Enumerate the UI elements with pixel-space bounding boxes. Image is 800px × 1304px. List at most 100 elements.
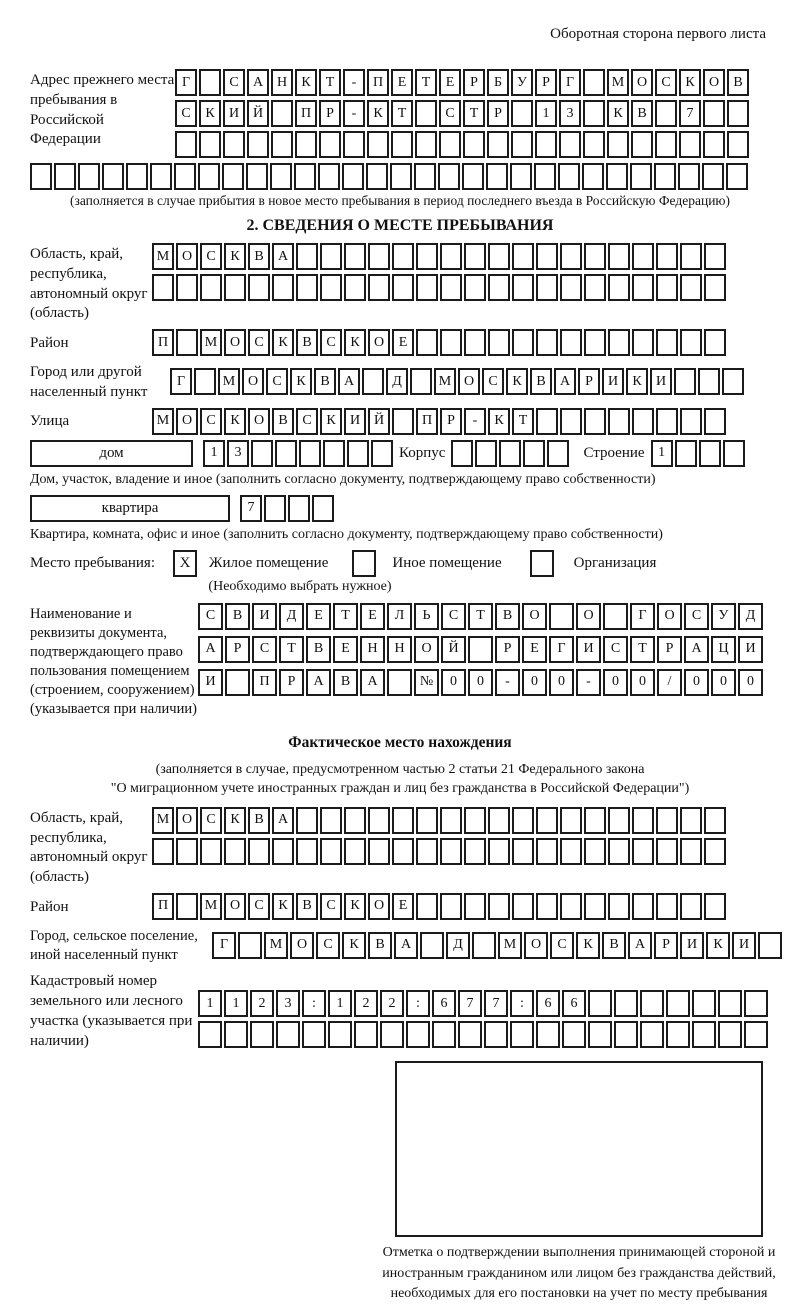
char-cell: Г [559,69,581,96]
char-cell: - [576,668,601,696]
cadastral-block: Кадастровый номер земельного или лесного… [30,970,770,1051]
char-cell: К [488,407,510,435]
char-cell [176,274,198,301]
char-cell [458,1021,482,1049]
stroenie-cells[interactable]: 1 [650,439,745,467]
char-cell [78,163,100,190]
char-cell [468,635,493,663]
char-cell[interactable] [347,439,369,467]
char-cell: Д [279,602,304,630]
char-cell[interactable] [475,439,498,467]
korpus-cells[interactable] [451,439,570,467]
char-cell [680,837,702,865]
char-cell: А [338,368,360,396]
char-cell [656,837,678,865]
apartment-cells[interactable]: 7 [240,494,334,522]
char-cell: К [224,806,246,834]
char-cell[interactable] [312,494,334,522]
char-cell [588,1021,612,1049]
char-cell [512,837,534,865]
char-cell[interactable] [251,439,273,467]
char-cell: К [272,329,294,357]
char-cell: А [272,806,294,834]
checkbox-other-premises[interactable] [352,549,377,577]
char-cell [702,163,724,190]
char-cell [420,931,444,959]
char-cell [744,1021,768,1049]
char-cell[interactable]: 3 [227,439,249,467]
char-cell: С [248,892,270,920]
char-cell: Р [319,100,341,127]
char-cell: В [602,931,626,959]
char-cell[interactable] [299,439,321,467]
char-cell [222,163,244,190]
char-cell: Г [549,635,574,663]
char-cell: 0 [684,668,709,696]
char-cell[interactable] [722,439,745,467]
char-cell[interactable]: 1 [650,439,673,467]
char-cell[interactable] [547,439,570,467]
char-cell[interactable] [523,439,546,467]
char-cell: К [272,892,294,920]
char-cell [440,274,462,301]
char-cell [487,131,509,158]
char-cell: Е [391,69,413,96]
char-cell[interactable]: 1 [203,439,225,467]
document-label: Наименование и реквизиты документа, подт… [30,605,197,718]
char-cell: Д [738,602,763,630]
char-cell[interactable] [371,439,393,467]
page-header: Оборотная сторона первого листа [550,26,766,42]
char-cell [392,837,414,865]
char-cell[interactable] [288,494,310,522]
char-cell [704,407,726,435]
char-cell: 0 [738,668,763,696]
char-cell: С [223,69,245,96]
char-cell[interactable] [499,439,522,467]
char-cell: О [524,931,548,959]
char-cell [320,274,342,301]
char-cell: М [152,407,174,435]
char-cell[interactable]: 7 [240,494,262,522]
char-cell[interactable] [264,494,286,522]
char-cell [656,407,678,435]
char-cell[interactable] [698,439,721,467]
char-cell: № [414,668,439,696]
char-cell [727,131,749,158]
char-cell: 6 [562,990,586,1018]
char-cell [198,1021,222,1049]
char-cell [608,329,630,357]
char-cell [666,1021,690,1049]
char-cell [248,274,270,301]
char-cell: К [295,69,317,96]
char-cell: / [657,668,682,696]
char-cell[interactable] [323,439,345,467]
char-cell[interactable] [674,439,697,467]
char-cell: О [176,243,198,270]
char-cell [415,100,437,127]
char-cell: А [306,668,331,696]
char-cell: В [631,100,653,127]
char-cell [511,100,533,127]
char-cell: М [434,368,456,396]
char-cell [416,329,438,357]
char-cell [488,274,510,301]
checkbox-residential[interactable]: X [173,549,197,577]
char-cell: 2 [380,990,404,1018]
char-cell [632,837,654,865]
char-cell: О [657,602,682,630]
char-cell: 2 [354,990,378,1018]
char-cell[interactable] [275,439,297,467]
checkbox-organization[interactable] [529,549,554,577]
char-cell: Т [468,602,493,630]
char-cell [176,329,198,357]
actual-region-block: Область, край, республика, автономный ок… [30,806,770,888]
char-cell[interactable] [451,439,474,467]
char-cell [562,1021,586,1049]
char-cell [722,368,744,396]
char-cell [584,329,606,357]
